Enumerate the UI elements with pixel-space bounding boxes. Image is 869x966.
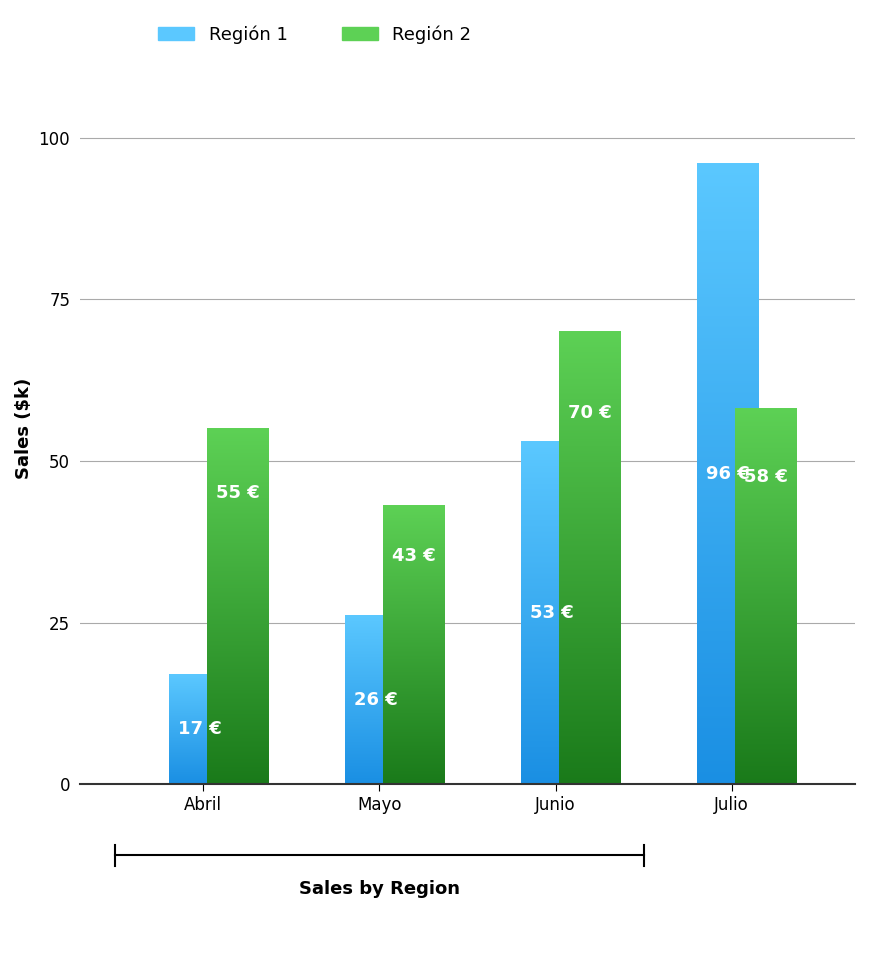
Text: 53 €: 53 €: [529, 604, 574, 622]
Y-axis label: Sales ($k): Sales ($k): [15, 378, 33, 479]
Text: 26 €: 26 €: [354, 692, 397, 709]
Text: 58 €: 58 €: [743, 468, 787, 486]
Text: 43 €: 43 €: [391, 548, 435, 565]
Text: 55 €: 55 €: [216, 484, 259, 501]
Text: 70 €: 70 €: [567, 404, 611, 422]
Text: 96 €: 96 €: [706, 465, 749, 483]
Text: 17 €: 17 €: [177, 721, 222, 738]
Text: Sales by Region: Sales by Region: [299, 880, 460, 898]
Legend: Región 1, Región 2: Región 1, Región 2: [150, 18, 478, 51]
